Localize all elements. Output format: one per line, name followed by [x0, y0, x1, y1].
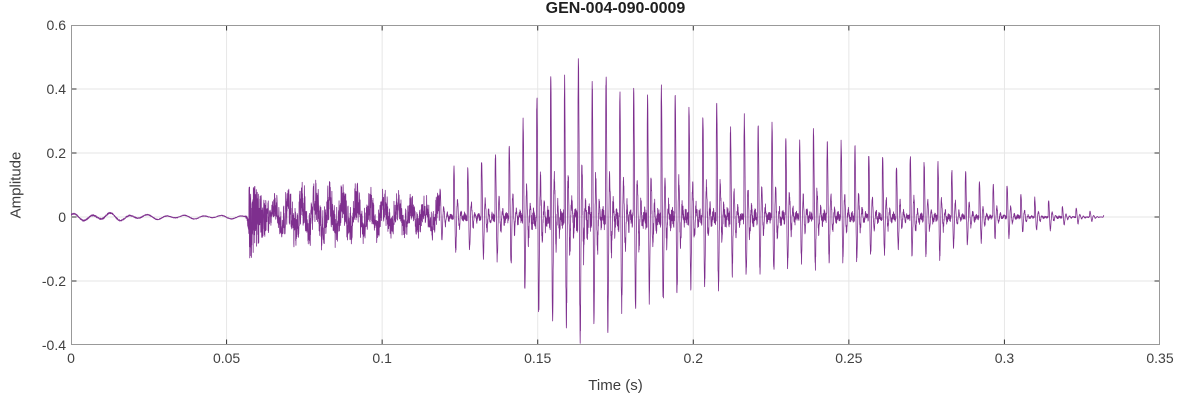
x-tick-label: 0.1 [372, 350, 392, 366]
y-tick-label: 0 [58, 209, 66, 225]
x-tick-label: 0 [67, 350, 75, 366]
x-tick-label: 0.15 [524, 350, 552, 366]
y-tick-label: 0.4 [46, 81, 66, 97]
x-tick-label: 0.25 [835, 350, 863, 366]
y-tick-label: -0.2 [41, 273, 66, 289]
y-tick-label: 0.6 [46, 17, 66, 33]
y-tick-label: -0.4 [41, 337, 66, 353]
x-tick-label: 0.2 [683, 350, 704, 366]
x-tick-label: 0.3 [994, 350, 1015, 366]
plot-area [71, 25, 1160, 345]
y-axis-label: Amplitude [7, 151, 25, 219]
x-tick-label: 0.05 [212, 350, 241, 366]
x-axis-label: Time (s) [588, 377, 643, 394]
y-tick-label: 0.2 [46, 145, 66, 161]
waveform-canvas [71, 25, 1160, 345]
chart-title: GEN-004-090-0009 [545, 0, 686, 17]
x-tick-label: 0.35 [1146, 350, 1174, 366]
